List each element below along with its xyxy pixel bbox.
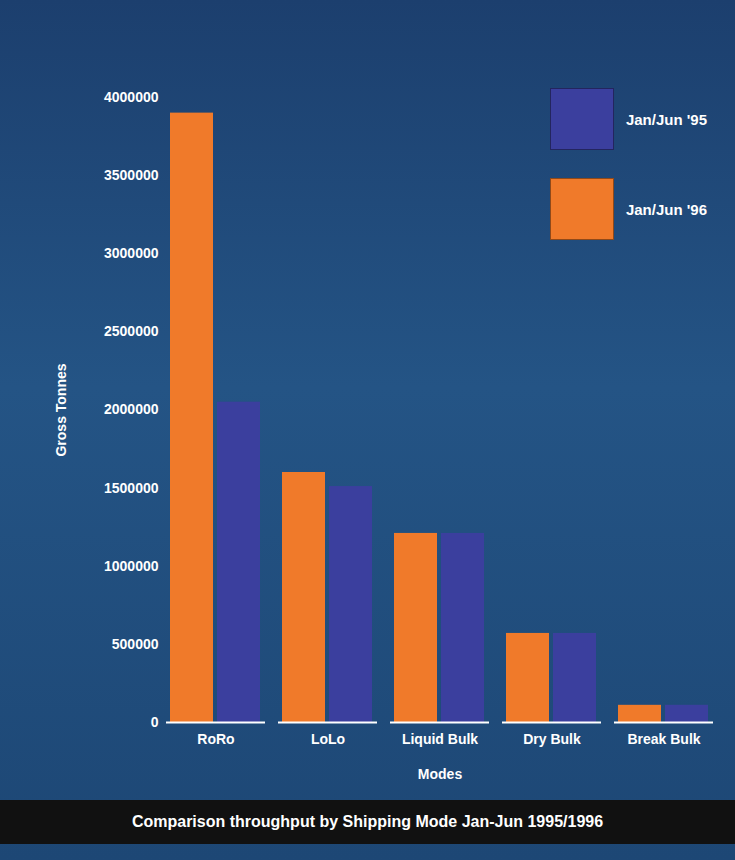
html-text:Jan/Jun '96: Jan/Jun '96 [625,200,707,218]
svg-text:Dry Bulk: Dry Bulk [523,731,581,747]
svg-text:Liquid Bulk: Liquid Bulk [402,731,478,747]
svg-text:500000: 500000 [112,636,159,652]
svg-text:2000000: 2000000 [104,401,159,417]
html-text:Comparison throughput by Shipp: Comparison throughput by Shipping Mode J… [131,813,604,830]
svg-text:3000000: 3000000 [104,245,159,261]
html-text:Jan/Jun '95: Jan/Jun '95 [625,110,707,128]
svg-text:3500000: 3500000 [104,167,159,183]
svg-text:2500000: 2500000 [104,323,159,339]
svg-text:1500000: 1500000 [104,480,159,496]
svg-text:Break Bulk: Break Bulk [627,731,700,747]
svg-text:LoLo: LoLo [311,731,345,747]
svg-text:0: 0 [151,714,159,730]
svg-text:1000000: 1000000 [104,558,159,574]
svg-text:Modes: Modes [418,766,463,782]
svg-text:Gross Tonnes: Gross Tonnes [53,363,69,456]
svg-text:4000000: 4000000 [104,89,159,105]
svg-text:RoRo: RoRo [197,731,234,747]
